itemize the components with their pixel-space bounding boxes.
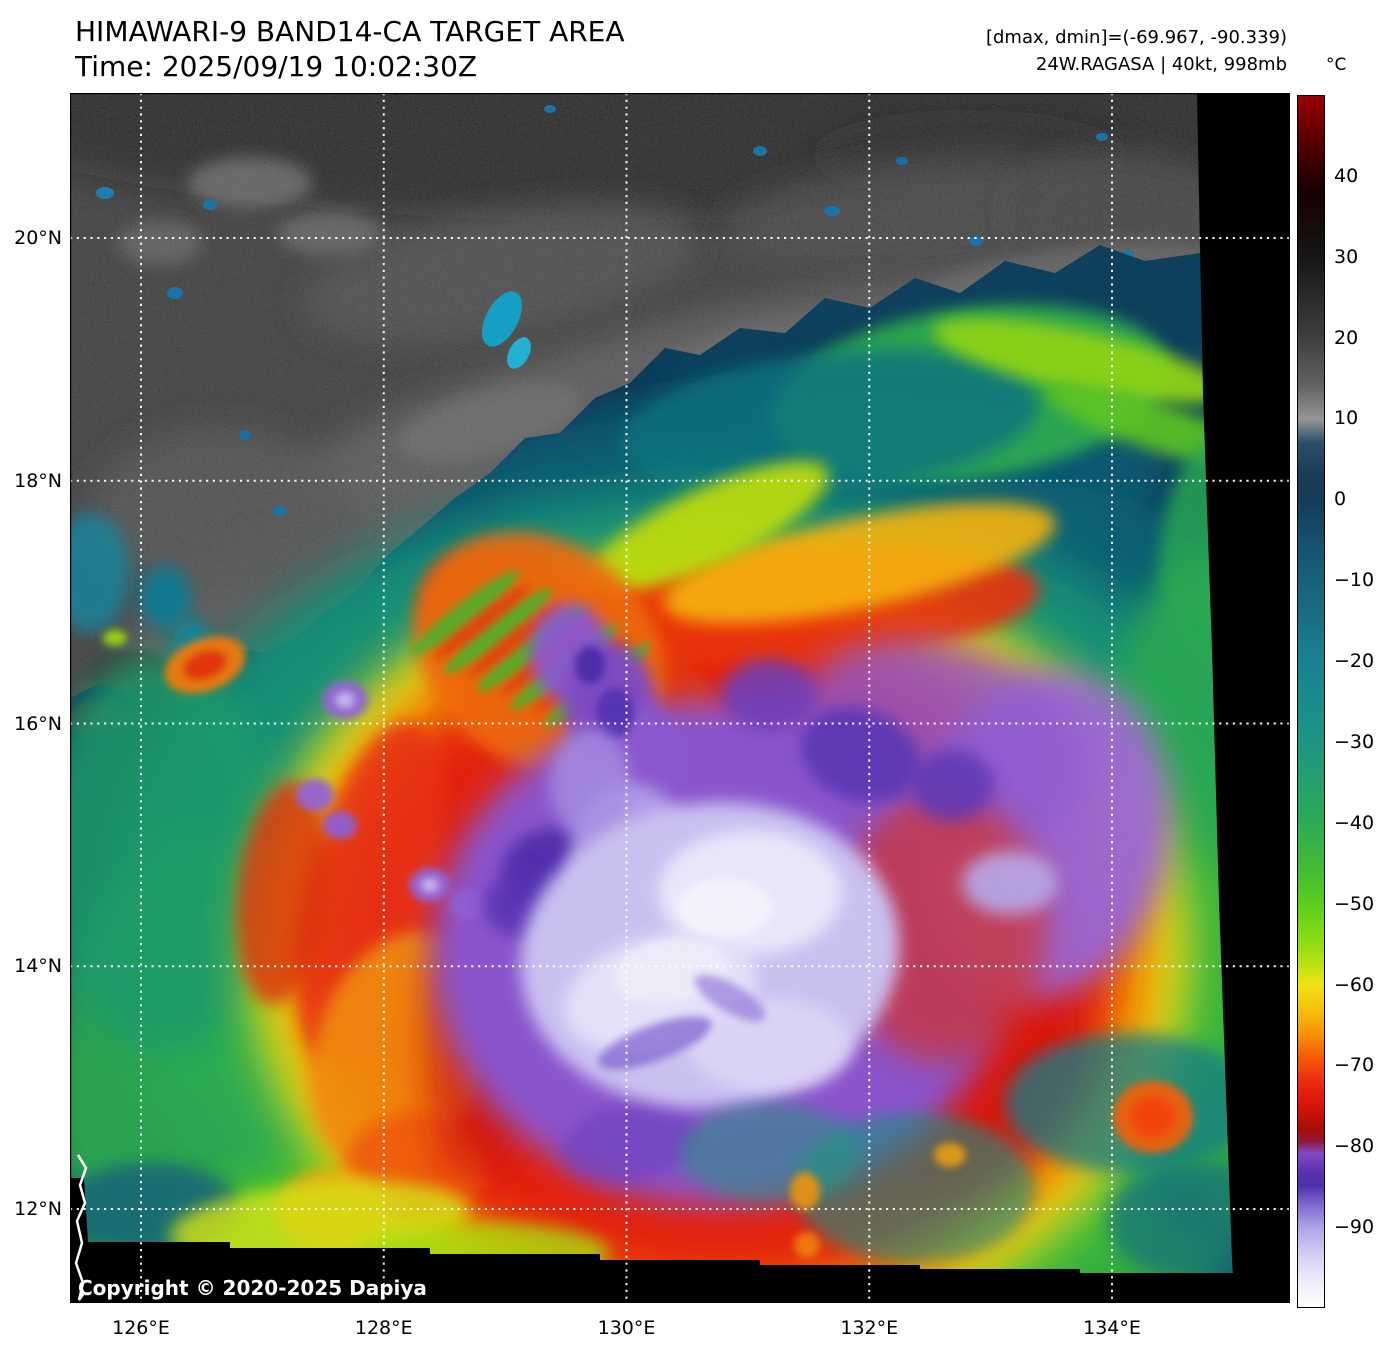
colorbar-tick-label: 10 — [1334, 407, 1359, 430]
copyright-watermark: Copyright © 2020-2025 Dapiya — [78, 1276, 427, 1300]
longitude-tick-label: 134°E — [1083, 1317, 1141, 1339]
longitude-tick-label: 132°E — [840, 1317, 899, 1339]
colorbar-tick-label: −30 — [1334, 730, 1375, 753]
longitude-tick-label: 130°E — [597, 1317, 656, 1339]
longitude-tick-label: 126°E — [112, 1317, 170, 1339]
colorbar-tick-label: −40 — [1334, 811, 1375, 834]
colorbar-tick-label: −10 — [1334, 569, 1375, 592]
colorbar-tick-label: −20 — [1334, 650, 1375, 673]
colorbar-tick-label: 30 — [1334, 245, 1359, 268]
latitude-tick-label: 14°N — [14, 955, 62, 978]
figure-time: Time: 2025/09/19 10:02:30Z — [75, 50, 478, 83]
colorbar-unit-label: °C — [1326, 55, 1347, 75]
latitude-tick-label: 18°N — [14, 469, 62, 492]
colorbar-tick-label: 40 — [1334, 164, 1359, 187]
colorbar-tick-label: 0 — [1334, 488, 1347, 511]
colorbar-tick-label: −50 — [1334, 892, 1375, 915]
latitude-tick-label: 12°N — [14, 1198, 62, 1220]
storm-annotation: 24W.RAGASA | 40kt, 998mb — [1035, 54, 1287, 75]
temperature-colorbar — [1297, 95, 1325, 1308]
no-data-mask — [70, 93, 1290, 1303]
colorbar-tick-label: −90 — [1334, 1216, 1375, 1239]
satellite-scene — [70, 93, 1291, 1304]
annotation-block: [dmax, dmin]=(-69.967, -90.339) 24W.RAGAS… — [986, 24, 1287, 78]
figure-title-block: HIMAWARI-9 BAND14-CA TARGET AREA Time: 20… — [75, 14, 625, 84]
latitude-tick-label: 16°N — [14, 712, 62, 735]
storm-core — [296, 603, 1172, 1205]
colorbar-tick-label: −70 — [1334, 1054, 1375, 1077]
colorbar-tick-label: −80 — [1334, 1135, 1375, 1158]
gridlines — [70, 93, 1290, 1303]
map-canvas — [70, 93, 1291, 1304]
colorbar-tick-label: −60 — [1334, 973, 1375, 996]
latitude-tick-label: 20°N — [14, 227, 62, 249]
longitude-tick-label: 128°E — [354, 1317, 413, 1339]
figure-title: HIMAWARI-9 BAND14-CA TARGET AREA — [75, 15, 625, 48]
map-border — [70, 93, 1291, 1304]
coastline-overlay — [74, 1154, 88, 1301]
dmax-dmin-annotation: [dmax, dmin]=(-69.967, -90.339) — [985, 27, 1287, 48]
colorbar-tick-label: 20 — [1334, 326, 1359, 349]
